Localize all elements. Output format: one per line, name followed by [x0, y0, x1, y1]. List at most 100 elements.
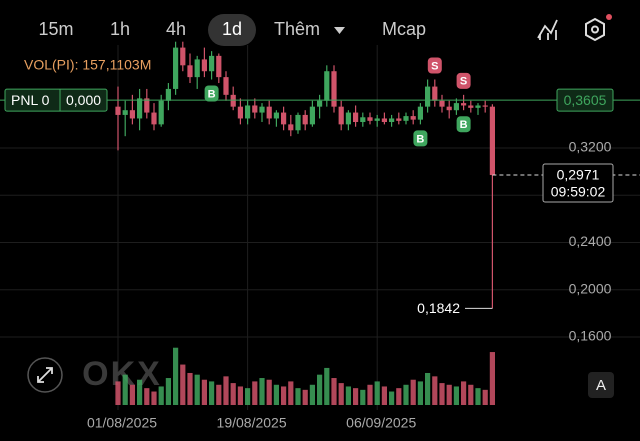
pnl-name: PNL 0	[11, 92, 50, 108]
signal-label: B	[208, 88, 216, 100]
candle-body	[122, 110, 128, 115]
pnl-price-box	[556, 88, 614, 112]
volume-bar	[144, 388, 150, 405]
signal-badge	[427, 57, 442, 74]
volume-bar	[367, 384, 373, 405]
candle-body	[165, 88, 171, 101]
x-tick-label: 19/08/2025	[217, 415, 287, 431]
settings-icon[interactable]	[585, 17, 605, 42]
candle-body	[137, 98, 143, 119]
volume-bar	[252, 381, 258, 405]
timeframe-tab[interactable]: 1h	[110, 19, 130, 39]
timeframe-tab[interactable]: Mcap	[382, 19, 426, 39]
candle-body	[338, 106, 344, 125]
expand-button[interactable]	[27, 357, 63, 393]
volume-bar	[259, 378, 265, 405]
candle-body	[194, 59, 200, 78]
timeframe-tab[interactable]: 1d	[222, 19, 242, 39]
volume-bar	[403, 384, 409, 405]
pnl-price: 0,3605	[564, 92, 607, 108]
active-tab-bg	[208, 14, 256, 46]
volume-bar	[345, 386, 351, 405]
volume-bar	[230, 383, 236, 405]
scale-button-bg[interactable]	[588, 372, 614, 398]
volume-bar	[389, 391, 395, 405]
volume-bar	[165, 378, 171, 405]
volume-bar	[482, 389, 488, 405]
volume-bar	[122, 374, 128, 405]
candle-body	[317, 100, 323, 107]
volume-bar	[338, 383, 344, 405]
volume-bar	[137, 379, 143, 405]
volume-bar	[115, 381, 121, 405]
candle-body	[302, 114, 308, 125]
candle-body	[245, 105, 251, 119]
candle-body	[223, 77, 229, 95]
volume-label: VOL(PI): 157,1103M	[24, 57, 151, 73]
candle-body	[461, 103, 467, 106]
volume-bar	[237, 386, 243, 405]
candle-body	[295, 114, 301, 131]
candle-body	[396, 118, 402, 121]
volume-bar	[381, 386, 387, 405]
signal-label: S	[431, 60, 438, 72]
candle-body	[468, 105, 474, 108]
volume-bar	[324, 367, 330, 405]
volume-bar	[129, 384, 135, 405]
volume-bar	[273, 384, 279, 405]
timeframe-tab[interactable]: Thêm	[274, 19, 320, 39]
candle-body	[324, 71, 330, 101]
indicator-icon[interactable]	[537, 19, 558, 40]
y-tick-label: 0,3200	[569, 139, 612, 155]
candle-body	[410, 116, 416, 120]
volume-bar	[396, 388, 402, 405]
volume-bar	[245, 388, 251, 405]
volume-bar	[331, 378, 337, 405]
low-marker-label: 0,1842	[417, 300, 460, 316]
volume-bar	[317, 374, 323, 405]
signal-label: B	[416, 133, 424, 145]
signal-badge	[204, 85, 219, 102]
last-price: 0,2971	[557, 167, 600, 183]
candle-body	[446, 106, 452, 111]
candle-body	[345, 112, 351, 125]
candle-body	[367, 117, 373, 121]
volume-bar	[216, 384, 222, 405]
candle-body	[237, 106, 243, 119]
signal-badge	[413, 130, 428, 147]
timeframe-tab[interactable]: 15m	[38, 19, 73, 39]
volume-bar	[295, 388, 301, 405]
candle-body	[374, 118, 380, 121]
chart: 0,32000,28000,24000,20000,160001/08/2025…	[0, 41, 640, 431]
signal-label: S	[460, 76, 467, 88]
candle-body	[389, 118, 395, 123]
candle-body	[266, 106, 272, 119]
volume-bar	[288, 381, 294, 405]
volume-bar	[374, 381, 380, 405]
volume-bar	[201, 379, 207, 405]
timeframe-tab[interactable]: 4h	[166, 19, 186, 39]
volume-bar	[353, 388, 359, 405]
notification-dot	[606, 14, 612, 20]
candle-body	[353, 112, 359, 123]
candle-body	[309, 106, 315, 125]
candle-body	[216, 55, 222, 78]
scale-button[interactable]: A	[596, 377, 606, 394]
candle-body	[403, 116, 409, 121]
candle-body	[201, 59, 207, 72]
volume-bar	[281, 386, 287, 405]
volume-bar	[187, 372, 193, 405]
candle-body	[173, 47, 179, 89]
last-price-box	[542, 163, 614, 203]
volume-bar	[410, 379, 416, 405]
candle-body	[273, 112, 279, 119]
volume-bar	[180, 364, 186, 405]
volume-bar	[194, 374, 200, 405]
volume-bar	[432, 376, 438, 405]
y-tick-label: 0,1600	[569, 328, 612, 344]
candle-body	[281, 112, 287, 125]
volume-bar	[173, 347, 179, 405]
candle-body	[432, 86, 438, 101]
watermark: OKX	[82, 355, 162, 393]
